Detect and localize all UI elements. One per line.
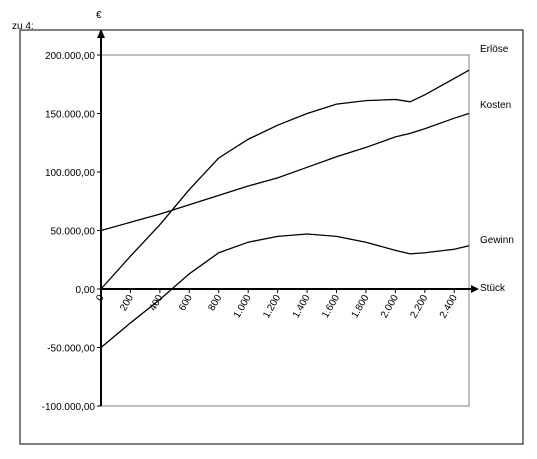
- line-series: [100, 112, 470, 232]
- y-axis-arrow: [97, 29, 105, 38]
- x-axis-label: Stück: [480, 283, 506, 294]
- series-label: Erlöse: [480, 44, 509, 55]
- x-axis-arrow: [471, 285, 479, 293]
- y-axis-label: €: [96, 10, 102, 21]
- y-tick-label: 150.000,00: [45, 110, 95, 121]
- y-tick-label: 50.000,00: [51, 227, 96, 238]
- series-label: Kosten: [480, 100, 511, 111]
- y-tick-label: -100.000,00: [42, 402, 96, 413]
- chart-border: [19, 29, 524, 445]
- y-tick-label: -50.000,00: [47, 344, 95, 355]
- x-tick-label: 0: [94, 293, 107, 304]
- series-label: Gewinn: [480, 235, 514, 246]
- y-tick-label: 0,00: [76, 285, 96, 296]
- y-tick-label: 200.000,00: [45, 51, 95, 62]
- line-series: [100, 233, 470, 348]
- y-tick-label: 100.000,00: [45, 168, 95, 179]
- line-series: [100, 69, 470, 290]
- chart-title: zu 4:: [12, 21, 34, 32]
